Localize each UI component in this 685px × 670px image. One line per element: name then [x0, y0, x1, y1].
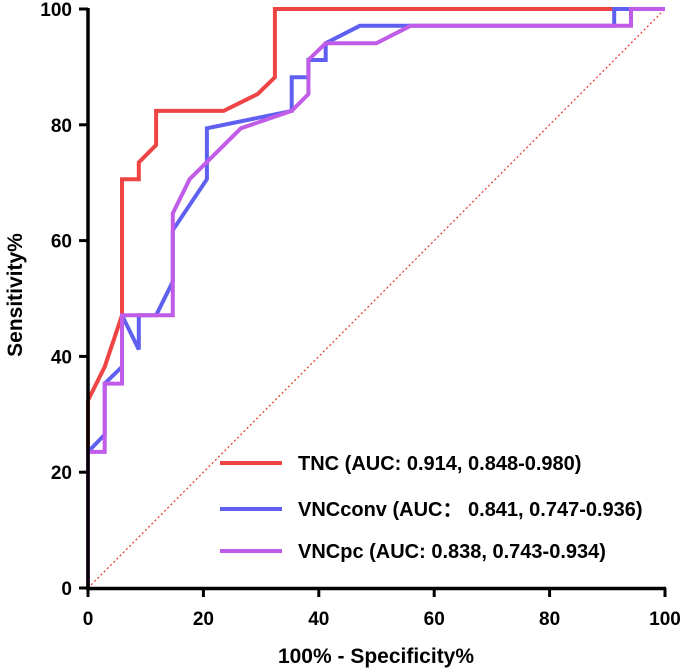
y-tick-label: 0	[61, 579, 72, 600]
legend-label-vncpc: VNCpc (AUC: 0.838, 0.743-0.934)	[298, 541, 606, 563]
x-axis-title: 100% - Specificity%	[278, 645, 474, 668]
x-tick-label: 60	[424, 609, 445, 630]
tick-layer: 0 20 40 60 80 100 0 20 40 60 80 100	[40, 0, 681, 630]
legend: TNC (AUC: 0.914, 0.848-0.980) VNCconv (A…	[220, 453, 643, 563]
y-tick-label: 80	[51, 116, 72, 137]
y-tick-label: 60	[51, 232, 72, 253]
x-tick-label: 20	[193, 609, 214, 630]
x-tick-label: 80	[539, 609, 560, 630]
y-tick-label: 20	[51, 463, 72, 484]
series-layer	[86, 7, 665, 588]
x-tick-label: 100	[649, 609, 681, 630]
series-line-vncpc	[86, 7, 665, 588]
y-tick-label: 40	[51, 347, 72, 368]
y-tick-label: 100	[40, 0, 72, 21]
reference-layer	[87, 8, 666, 589]
legend-label-tnc: TNC (AUC: 0.914, 0.848-0.980)	[298, 453, 581, 475]
legend-label-vncconv: VNCconv (AUC： 0.841, 0.747-0.936)	[298, 499, 643, 521]
reference-line	[87, 8, 666, 589]
x-tick-label: 0	[83, 609, 94, 630]
y-axis-title: Sensitivity%	[4, 233, 27, 357]
x-tick-label: 40	[308, 609, 329, 630]
axis-layer	[86, 8, 666, 591]
series-line-tnc	[86, 7, 665, 452]
